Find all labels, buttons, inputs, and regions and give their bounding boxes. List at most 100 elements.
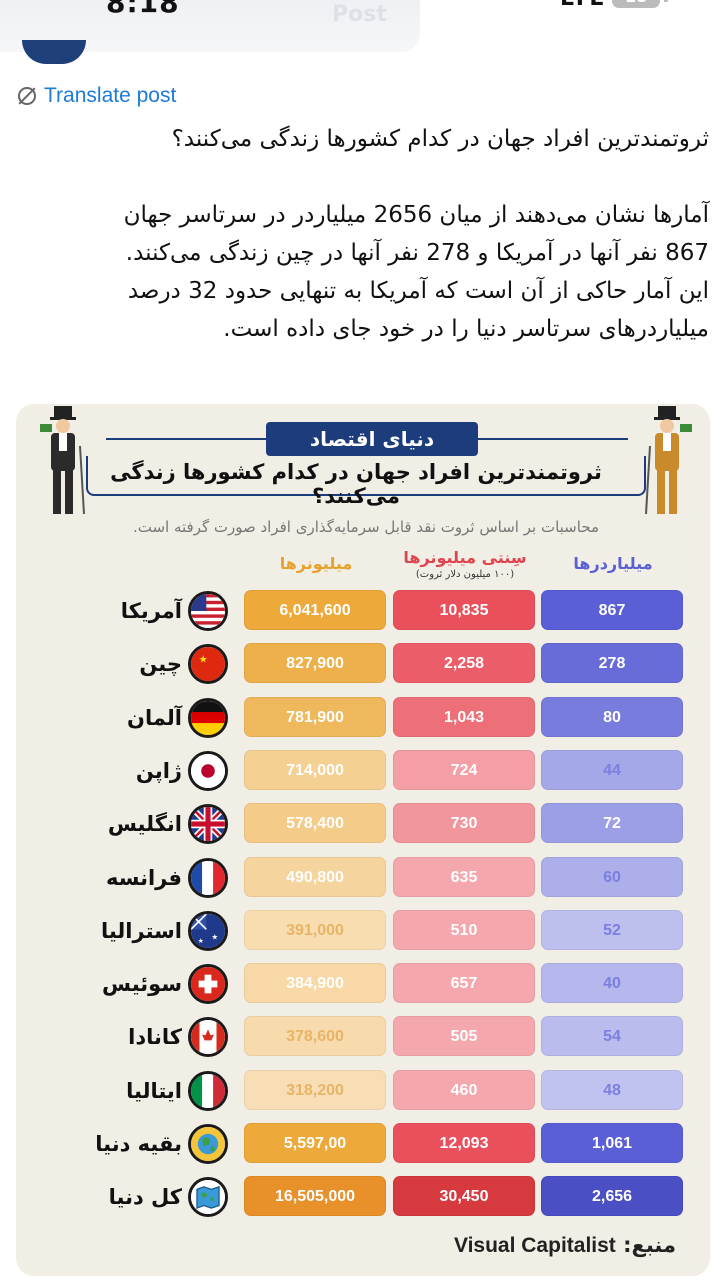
post-paragraph-2-line-2: 867 نفر آنها در آمریکا و 278 نفر آنها در… (125, 240, 709, 266)
country-name: کانادا (128, 1025, 182, 1050)
centi-millionaires-value: 724 (393, 749, 535, 790)
svg-text:★: ★ (211, 932, 218, 941)
centi-millionaires-value: 505 (393, 1016, 535, 1057)
header-centi-note: (۱۰۰ میلیون دلار ثروت) (415, 569, 515, 580)
billionaires-value: 278 (541, 643, 683, 684)
table-row: انگلیس 578,400 730 72 (16, 803, 710, 845)
table-row: آلمان 781,900 1,043 80 (16, 696, 710, 739)
table-row: ژاپن 714,000 724 44 (16, 749, 710, 792)
billionaires-value: 48 (541, 1069, 683, 1110)
table-row: آمریکا 6,041,600 10,835 867 (16, 590, 710, 632)
millionaires-value: 16,505,000 (244, 1176, 386, 1217)
centi-millionaires-value: 1,043 (393, 696, 535, 737)
country-name: فرانسه (105, 865, 182, 890)
battery-tip (664, 0, 668, 2)
centi-millionaires-value: 510 (393, 909, 535, 950)
post-paragraph-1: ثروتمندترین افراد جهان در کدام کشورها زن… (171, 126, 709, 152)
germany-flag (188, 697, 228, 738)
table-row: ایتالیا 318,200 460 48 (16, 1069, 710, 1112)
infographic-subtitle: محاسبات بر اساس ثروت نقد قابل سرمایه‌گذا… (132, 518, 600, 536)
translate-post-label: Translate post (44, 84, 177, 107)
china-flag: ★ (188, 644, 228, 685)
centi-millionaires-value: 12,093 (393, 1123, 535, 1163)
donya-eqtesad-logo: دنیای اقتصاد (266, 422, 478, 456)
country-name: انگلیس (107, 812, 182, 837)
country-name: بقیه دنیا (95, 1132, 182, 1156)
switzerland-flag (188, 964, 228, 1005)
australia-flag: ★ ★ (188, 910, 228, 951)
network-type: LTE (560, 0, 606, 11)
status-time: 8:18 (106, 0, 180, 19)
centi-millionaires-value: 460 (393, 1069, 535, 1110)
table-row: بقیه دنیا 5,597,00 12,093 1,061 (16, 1123, 710, 1165)
table-row: کل دنیا 16,505,000 30,450 2,656 (16, 1176, 710, 1218)
country-name: آمریکا (120, 599, 182, 623)
millionaires-value: 578,400 (244, 803, 386, 844)
status-bar: 8:18 LTE 18 (0, 0, 725, 20)
billionaires-value: 54 (541, 1016, 683, 1057)
country-name: استرالیا (100, 918, 182, 943)
table-row: کانادا 378,600 505 54 (16, 1016, 710, 1058)
millionaires-value: 378,600 (244, 1016, 386, 1057)
header-billionaires: میلیاردرها (573, 554, 653, 573)
millionaires-value: 318,200 (244, 1069, 386, 1110)
billionaires-value: 40 (541, 963, 683, 1004)
centi-millionaires-value: 30,450 (393, 1176, 535, 1217)
centi-millionaires-value: 730 (393, 803, 535, 844)
billionaires-value: 867 (541, 590, 683, 630)
businessman-left-icon (40, 406, 85, 515)
millionaires-value: 5,597,00 (244, 1123, 386, 1163)
millionaires-value: 384,900 (244, 963, 386, 1004)
header-millionaires: میلیونرها (279, 554, 353, 573)
post-header-label: Post (332, 2, 387, 27)
country-name: ژاپن (135, 758, 182, 783)
france-flag (188, 857, 228, 898)
billionaires-value: 44 (541, 749, 683, 790)
infographic-title: ثروتمندترین افراد جهان در کدام کشورها زن… (110, 460, 602, 508)
post-paragraph-2-line-3: این آمار حاکی از آن است که آمریکا به تنه… (127, 278, 709, 304)
table-row: سوئیس 384,900 657 40 (16, 963, 710, 1005)
country-name: کل دنیا (108, 1185, 182, 1210)
header-centi-millionaires: سِنتی میلیونرها (۱۰۰ میلیون دلار ثروت) (393, 548, 537, 580)
translate-post-link[interactable]: Translate post (18, 84, 176, 108)
avatar[interactable] (22, 40, 86, 64)
battery-icon: 18 (612, 0, 660, 8)
translate-icon (18, 87, 36, 105)
billionaires-value: 72 (541, 803, 683, 844)
japan-flag (188, 750, 228, 791)
businessman-right-icon (645, 406, 692, 515)
table-row: فرانسه 490,800 635 60 (16, 856, 710, 899)
title-frame (86, 456, 646, 496)
millionaires-value: 6,041,600 (244, 590, 386, 630)
billionaires-value: 52 (541, 909, 683, 950)
svg-text:★: ★ (198, 937, 204, 945)
canada-flag (188, 1017, 228, 1058)
country-name: سوئیس (102, 972, 182, 997)
logo-line-left (106, 438, 266, 440)
billionaires-value: 2,656 (541, 1176, 683, 1217)
map-icon (188, 1177, 228, 1218)
millionaires-value: 714,000 (244, 749, 386, 790)
infographic-image[interactable]: دنیای اقتصاد ثروتمندترین افراد جهان در ک… (16, 404, 710, 1276)
country-name: ایتالیا (126, 1078, 182, 1103)
uk-flag (188, 804, 228, 845)
millionaires-value: 490,800 (244, 856, 386, 897)
post-paragraph-2-line-1: آمارها نشان می‌دهند از میان 2656 میلیارد… (123, 202, 709, 228)
billionaires-value: 60 (541, 856, 683, 897)
millionaires-value: 391,000 (244, 909, 386, 950)
source-credit: منبع: Visual Capitalist (453, 1233, 676, 1257)
post-body: ثروتمندترین افراد جهان در کدام کشورها زن… (9, 120, 709, 348)
centi-millionaires-value: 657 (393, 963, 535, 1004)
table-row: چین ★ 827,900 2,258 278 (16, 643, 710, 685)
table-row: استرالیا ★ ★ 391,000 510 52 (16, 909, 710, 952)
centi-millionaires-value: 635 (393, 856, 535, 897)
logo-line-right (478, 438, 628, 440)
billionaires-value: 1,061 (541, 1123, 683, 1163)
svg-text:★: ★ (199, 655, 208, 666)
millionaires-value: 781,900 (244, 696, 386, 737)
country-name: چین (139, 652, 182, 677)
millionaires-value: 827,900 (244, 643, 386, 684)
italy-flag (188, 1070, 228, 1111)
us-flag (188, 591, 228, 631)
post-paragraph-2-line-4: میلیاردرهای سرتاسر دنیا را در خود جای دا… (223, 316, 709, 342)
